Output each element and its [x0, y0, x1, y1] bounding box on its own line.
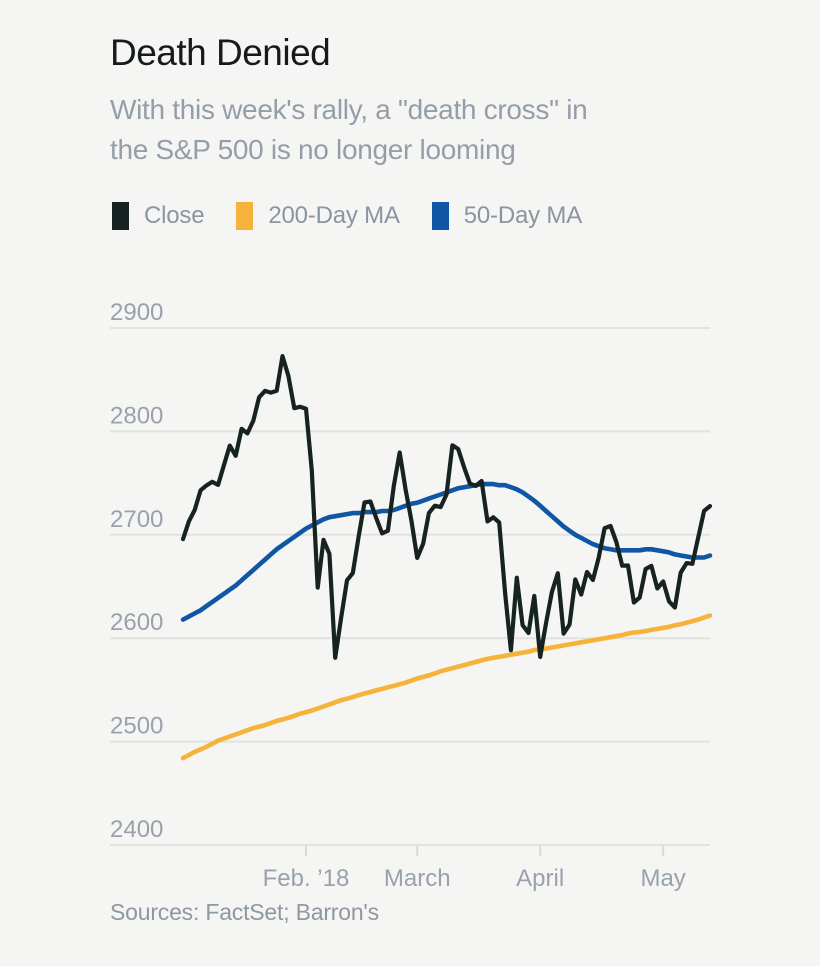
y-axis-label-2600: 2600: [110, 609, 163, 636]
ma50-line: [180, 481, 713, 622]
legend-label-close: Close: [144, 202, 205, 229]
ma200-swatch: [236, 202, 254, 230]
x-axis-label: May: [640, 865, 685, 892]
x-axis-label: March: [384, 865, 451, 892]
y-axis-label-2400: 2400: [110, 816, 163, 843]
legend-item-close: Close: [112, 202, 205, 230]
x-axis-label: April: [516, 865, 564, 892]
y-axis-label-2700: 2700: [110, 506, 163, 533]
close-swatch: [112, 202, 129, 230]
legend: Close 200-Day MA 50-Day MA: [112, 202, 582, 230]
legend-label-50-day-ma: 50-Day MA: [463, 202, 583, 229]
chart-subtitle-line-1: With this week's rally, a "death cross" …: [110, 94, 588, 125]
sources-note: Sources: FactSet; Barron's: [110, 899, 379, 925]
chart-subtitle-line-2: the S&P 500 is no longer looming: [110, 134, 516, 165]
ma200-line: [180, 613, 713, 761]
legend-item-200-day-ma: 200-Day MA: [236, 202, 400, 230]
y-axis-label-2900: 2900: [110, 299, 163, 326]
ma50-swatch: [431, 202, 449, 230]
legend-label-200-day-ma: 200-Day MA: [268, 202, 400, 229]
chart-title: Death Denied: [110, 32, 331, 73]
legend-item-50-day-ma: 50-Day MA: [431, 202, 583, 230]
chart-subtitle: With this week's rally, a "death cross" …: [110, 90, 588, 170]
y-axis-label-2500: 2500: [110, 713, 163, 740]
close-line: [180, 354, 713, 660]
x-axis-label: Feb. ’18: [263, 865, 350, 892]
y-axis-label-2800: 2800: [110, 402, 163, 429]
